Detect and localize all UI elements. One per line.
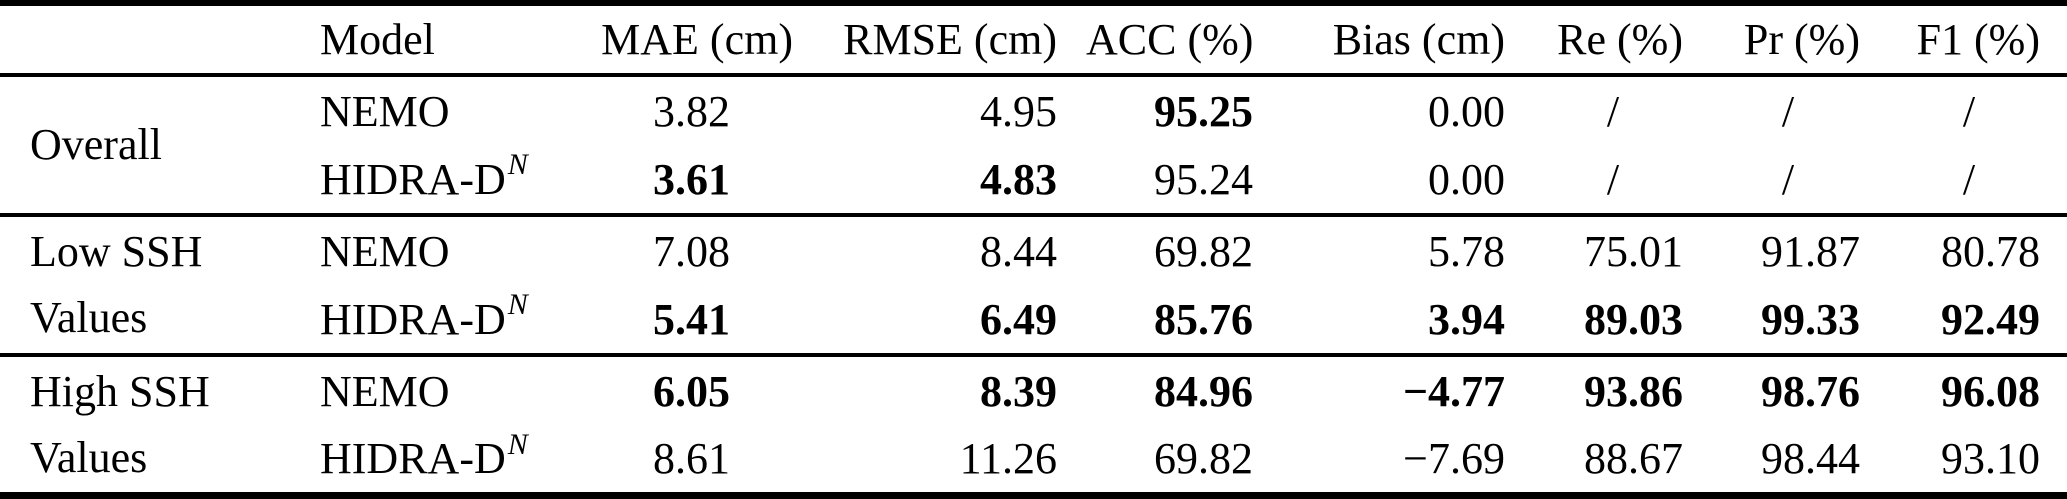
value-cell-mae: 3.61 (653, 154, 730, 204)
group-label-line: High SSH (30, 366, 210, 416)
group-label-line: Overall (30, 120, 162, 170)
column-header-group (0, 3, 310, 75)
value-cell-rmse: 8.44 (980, 226, 1057, 276)
model-cell: NEMO (310, 355, 585, 425)
value-cell-re: / (1606, 86, 1620, 136)
value-cell-mae: 8.61 (653, 434, 730, 484)
value-cell-rmse: 11.26 (959, 434, 1057, 484)
model-name: NEMO (320, 366, 450, 416)
model-cell: HIDRA-DN (310, 425, 585, 495)
value-cell-bias: 5.78 (1428, 226, 1505, 276)
value-cell-re: 93.86 (1584, 366, 1683, 416)
value-cell-mae: 7.08 (653, 226, 730, 276)
column-header-mae: MAE (cm) (601, 15, 793, 64)
value-cell-mae: 5.41 (653, 294, 730, 344)
value-cell-mae: 3.82 (653, 86, 730, 136)
group-label-line: Low SSH (30, 227, 203, 277)
value-cell-re: 89.03 (1584, 294, 1683, 344)
model-name: HIDRA-D (320, 434, 506, 484)
value-cell-bias: 0.00 (1428, 154, 1505, 204)
row-group-label: Overall (0, 75, 310, 215)
table-row: HIDRA-DN 8.61 11.26 69.82 −7.69 88.67 98… (0, 425, 2067, 495)
model-name: HIDRA-D (320, 154, 506, 204)
value-cell-f1: 92.49 (1941, 294, 2040, 344)
value-cell-f1: / (1962, 154, 1976, 204)
model-cell: HIDRA-DN (310, 285, 585, 355)
value-cell-f1: / (1962, 86, 1976, 136)
table-row: HIDRA-DN 5.41 6.49 85.76 3.94 89.03 99.3… (0, 285, 2067, 355)
value-cell-rmse: 4.83 (980, 154, 1057, 204)
column-header-pr: Pr (%) (1743, 15, 1860, 64)
section-overall: Overall NEMO 3.82 4.95 95.25 0.00 / / / … (0, 75, 2067, 215)
header-row: Model MAE (cm) RMSE (cm) ACC (%) Bias (c… (0, 3, 2067, 75)
column-header-bias: Bias (cm) (1332, 15, 1505, 64)
value-cell-re: 75.01 (1584, 226, 1683, 276)
column-header-rmse: RMSE (cm) (843, 15, 1057, 64)
column-header-acc: ACC (%) (1086, 15, 1254, 64)
value-cell-f1: 93.10 (1941, 434, 2040, 484)
model-name: NEMO (320, 226, 450, 276)
value-cell-pr: / (1781, 154, 1795, 204)
table-header: Model MAE (cm) RMSE (cm) ACC (%) Bias (c… (0, 3, 2067, 75)
table-row: HIDRA-DN 3.61 4.83 95.24 0.00 / / / (0, 145, 2067, 215)
value-cell-bias: 0.00 (1428, 86, 1505, 136)
value-cell-acc: 95.24 (1154, 154, 1253, 204)
group-label-line: Values (30, 293, 148, 343)
model-name: NEMO (320, 86, 450, 136)
value-cell-bias: −4.77 (1402, 366, 1505, 416)
value-cell-acc: 95.25 (1154, 86, 1253, 136)
row-group-label: Low SSH Values (0, 215, 310, 355)
value-cell-re: / (1606, 154, 1620, 204)
value-cell-bias: −7.69 (1403, 434, 1505, 484)
value-cell-rmse: 4.95 (980, 86, 1057, 136)
value-cell-f1: 80.78 (1941, 226, 2040, 276)
model-superscript: N (507, 288, 528, 322)
row-group-label: High SSH Values (0, 355, 310, 495)
section-low-ssh: Low SSH Values NEMO 7.08 8.44 69.82 5.78… (0, 215, 2067, 355)
model-cell: NEMO (310, 215, 585, 285)
value-cell-pr: 98.76 (1761, 366, 1860, 416)
model-cell: NEMO (310, 75, 585, 145)
value-cell-rmse: 6.49 (980, 294, 1057, 344)
group-label-line: Values (30, 432, 148, 482)
value-cell-re: 88.67 (1584, 434, 1683, 484)
value-cell-pr: 91.87 (1761, 226, 1860, 276)
value-cell-pr: / (1781, 86, 1795, 136)
value-cell-pr: 99.33 (1761, 294, 1860, 344)
model-superscript: N (507, 147, 528, 181)
model-superscript: N (507, 427, 528, 461)
model-cell: HIDRA-DN (310, 145, 585, 215)
value-cell-pr: 98.44 (1761, 434, 1860, 484)
value-cell-rmse: 8.39 (980, 366, 1057, 416)
model-name: HIDRA-D (320, 294, 506, 344)
value-cell-acc: 69.82 (1154, 226, 1253, 276)
table-row: Low SSH Values NEMO 7.08 8.44 69.82 5.78… (0, 215, 2067, 343)
column-header-re: Re (%) (1557, 15, 1683, 64)
value-cell-acc: 84.96 (1154, 366, 1253, 416)
column-header-model: Model (320, 15, 435, 64)
table-row: High SSH Values NEMO 6.05 8.39 84.96 −4.… (0, 355, 2067, 482)
value-cell-acc: 69.82 (1154, 434, 1253, 484)
value-cell-bias: 3.94 (1428, 294, 1505, 344)
value-cell-f1: 96.08 (1941, 366, 2040, 416)
column-header-f1: F1 (%) (1916, 15, 2040, 64)
section-high-ssh: High SSH Values NEMO 6.05 8.39 84.96 −4.… (0, 355, 2067, 495)
value-cell-mae: 6.05 (653, 366, 730, 416)
table-row: Overall NEMO 3.82 4.95 95.25 0.00 / / / (0, 75, 2067, 170)
value-cell-acc: 85.76 (1154, 294, 1253, 344)
